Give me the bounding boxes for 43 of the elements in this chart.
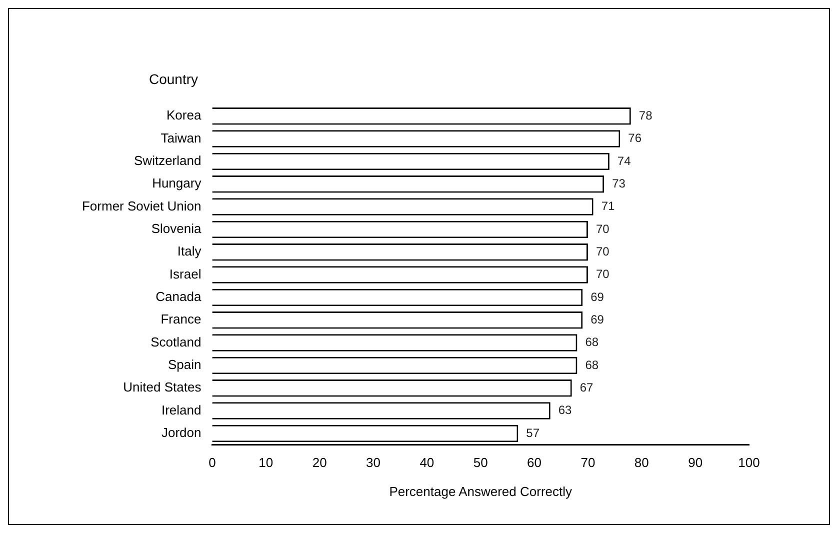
x-tick-label: 60: [527, 455, 542, 470]
data-label: 57: [526, 426, 540, 440]
x-tick-label: 20: [312, 455, 327, 470]
data-label: 69: [590, 290, 604, 304]
x-tick-label: 30: [366, 455, 380, 470]
data-label: 74: [617, 154, 632, 168]
data-label: 70: [596, 244, 610, 258]
data-label: 70: [596, 222, 610, 236]
x-tick-label: 40: [420, 455, 434, 470]
data-label: 73: [612, 176, 626, 190]
x-tick-label: 80: [634, 455, 649, 470]
y-tick-label: Korea: [166, 108, 202, 123]
y-tick-label: Scotland: [150, 334, 202, 350]
y-tick-label: Slovenia: [151, 221, 202, 236]
data-label: 71: [601, 199, 616, 214]
y-tick-label: United States: [123, 380, 202, 395]
y-tick-label: Switzerland: [134, 153, 202, 168]
data-label: 69: [590, 312, 604, 326]
x-axis-title: Percentage Answered Correctly: [389, 484, 573, 499]
y-tick-label: Spain: [168, 357, 202, 372]
data-label: 76: [628, 131, 642, 146]
y-axis-title: Country: [149, 71, 198, 87]
y-tick-label: Taiwan: [160, 130, 202, 146]
data-label: 70: [596, 267, 610, 282]
data-label: 63: [558, 403, 572, 418]
data-label: 78: [638, 108, 653, 122]
y-tick-label: Jordon: [161, 425, 202, 440]
y-tick-label: Hungary: [152, 176, 202, 191]
data-label: 67: [580, 380, 594, 394]
y-tick-label: Ireland: [161, 402, 202, 418]
y-tick-label: France: [160, 312, 202, 327]
y-tick-label: Italy: [177, 244, 202, 259]
x-tick-label: 0: [208, 455, 216, 470]
data-label: 68: [585, 358, 599, 372]
x-tick-label: 90: [688, 455, 703, 470]
y-tick-label: Canada: [156, 289, 202, 304]
y-tick-label: Former Soviet Union: [82, 198, 202, 214]
x-tick-label: 100: [738, 455, 760, 470]
x-tick-label: 50: [473, 455, 488, 470]
data-label: 68: [585, 335, 599, 350]
x-tick-label: 70: [580, 455, 596, 470]
y-tick-label: Israel: [169, 266, 202, 282]
x-tick-label: 10: [258, 455, 274, 470]
